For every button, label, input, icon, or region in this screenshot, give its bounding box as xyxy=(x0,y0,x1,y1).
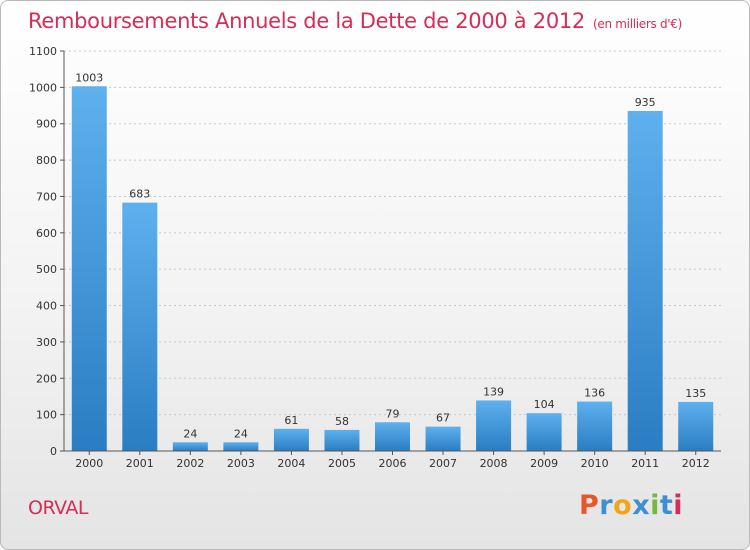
bar-2001 xyxy=(122,202,158,451)
bar-2006 xyxy=(375,422,410,451)
bar-2003 xyxy=(223,442,259,451)
data-label: 683 xyxy=(129,188,150,201)
chart-title-text: Remboursements Annuels de la Dette de 20… xyxy=(28,9,585,33)
y-tick-label: 300 xyxy=(36,336,57,349)
x-tick-label: 2005 xyxy=(328,457,356,470)
data-label: 58 xyxy=(335,415,349,428)
data-label: 67 xyxy=(436,412,450,425)
y-tick-label: 400 xyxy=(36,300,57,313)
y-tick-label: 100 xyxy=(36,409,57,422)
data-label: 935 xyxy=(635,96,656,109)
logo-letter: P xyxy=(579,490,600,521)
y-tick-label: 900 xyxy=(36,118,57,131)
bar-2009 xyxy=(526,413,562,451)
x-tick-label: 2012 xyxy=(682,457,710,470)
y-tick-label: 1100 xyxy=(29,45,57,58)
bar-2004 xyxy=(273,428,309,451)
data-label: 79 xyxy=(386,407,400,420)
x-tick-label: 2000 xyxy=(75,457,103,470)
bar-2000 xyxy=(71,86,107,451)
grid-lines xyxy=(64,50,721,416)
y-tick-label: 800 xyxy=(36,154,57,167)
logo-letter: t xyxy=(659,490,674,521)
logo-letter: r xyxy=(599,490,614,521)
y-tick-label: 1000 xyxy=(29,81,57,94)
data-label: 135 xyxy=(685,387,706,400)
x-tick-label: 2004 xyxy=(277,457,305,470)
data-label: 24 xyxy=(234,427,248,440)
x-tick-label: 2003 xyxy=(227,457,255,470)
proxiti-logo[interactable]: Proxiti xyxy=(579,490,683,521)
x-tick-label: 2008 xyxy=(480,457,508,470)
y-tick-label: 200 xyxy=(36,372,57,385)
logo-letter: x xyxy=(632,490,651,521)
data-label: 139 xyxy=(483,385,504,398)
x-tick-label: 2007 xyxy=(429,457,457,470)
axes: 0 100 200 300 400 500 600 700 800 900 1000 1100 2000… xyxy=(29,45,721,470)
data-label: 136 xyxy=(584,387,605,400)
y-tick-label: 0 xyxy=(50,445,57,458)
bar-2010 xyxy=(577,401,613,451)
x-tick-label: 2011 xyxy=(631,457,659,470)
bar-2012 xyxy=(678,401,714,451)
data-label: 61 xyxy=(284,414,298,427)
bar-2007 xyxy=(425,426,461,451)
data-label: 104 xyxy=(534,398,555,411)
x-tick-label: 2001 xyxy=(126,457,154,470)
x-tick-label: 2009 xyxy=(530,457,558,470)
town-name: ORVAL xyxy=(28,497,88,519)
chart-unit: (en milliers d'€) xyxy=(593,17,683,31)
bars xyxy=(71,86,714,451)
logo-letter: i xyxy=(650,490,660,521)
data-label: 1003 xyxy=(75,71,103,84)
data-labels: 1003 683 24 24 61 58 79 67 139 104 136 935 135 xyxy=(75,71,706,440)
y-tick-label: 500 xyxy=(36,263,57,276)
logo-letter: o xyxy=(613,490,633,521)
logo-letter: i xyxy=(673,490,684,521)
bar-2005 xyxy=(324,429,360,451)
y-tick-label: 600 xyxy=(36,227,57,240)
bar-2008 xyxy=(476,400,512,451)
x-tick-label: 2010 xyxy=(581,457,609,470)
bar-2011 xyxy=(627,111,663,451)
data-label: 24 xyxy=(183,427,197,440)
y-tick-label: 700 xyxy=(36,190,57,203)
chart-title: Remboursements Annuels de la Dette de 20… xyxy=(28,9,682,33)
x-tick-label: 2006 xyxy=(379,457,407,470)
bar-2002 xyxy=(172,442,208,451)
x-tick-label: 2002 xyxy=(176,457,204,470)
